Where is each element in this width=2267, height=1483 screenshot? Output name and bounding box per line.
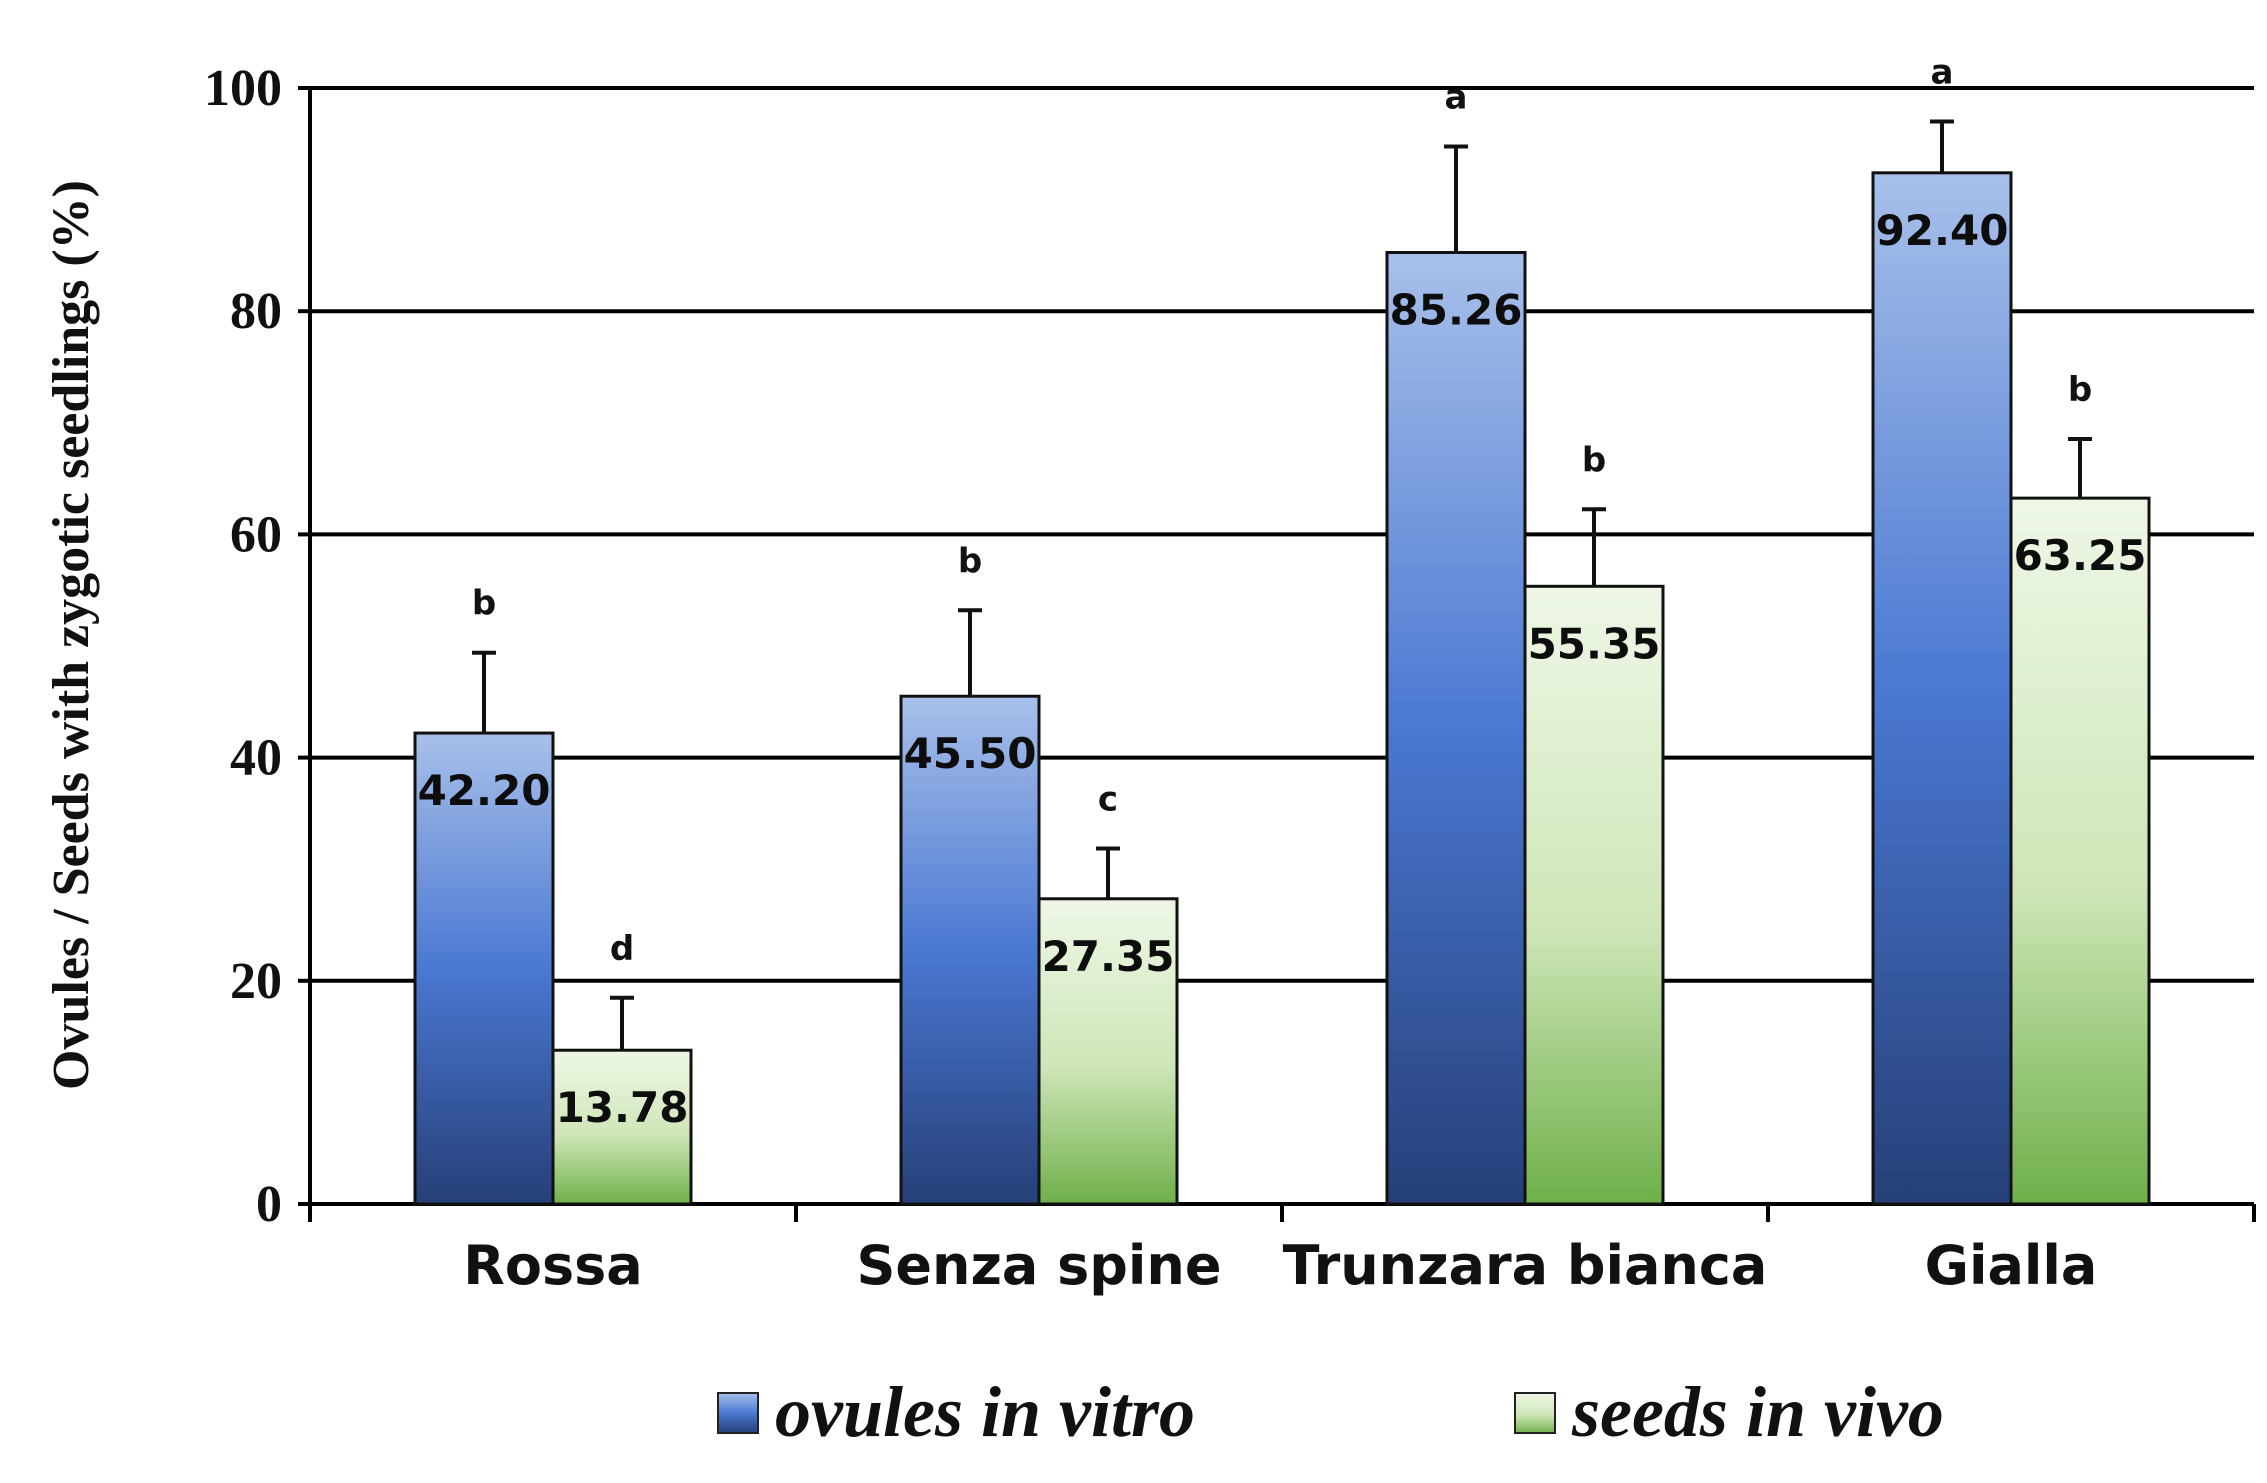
labels: 0 20 40 60 80 100 42.20 b 13.78 d Rossa 45.50 b 27.35… [204,52,2146,1297]
bar-seeds [2009,496,2151,1206]
legend-label-ovules: ovules in vitro [775,1372,1195,1452]
bar-seeds [551,1048,693,1206]
bar-seeds [1523,584,1665,1206]
value-label: 55.35 [1528,619,1661,668]
y-axis-title: Ovules / Seeds with zygotic seedlings (%… [43,180,100,1090]
bar-seeds [1037,897,1179,1206]
category-label: Senza spine [856,1234,1221,1297]
value-label: 85.26 [1390,285,1523,334]
value-label: 92.40 [1876,206,2009,255]
value-label: 45.50 [904,729,1037,778]
significance-letter: b [2068,370,2092,410]
y-tick-label: 100 [204,60,282,117]
y-tick-label: 80 [230,283,282,340]
significance-letter: b [1582,440,1606,480]
value-label: 63.25 [2014,531,2147,580]
y-tick-label: 0 [256,1176,282,1233]
category-label: Trunzara bianca [1283,1234,1768,1297]
category-label: Rossa [463,1234,642,1297]
y-tick-label: 60 [230,506,282,563]
legend: ovules in vitro seeds in vivo [717,1372,1944,1452]
y-tick-label: 40 [230,730,282,787]
legend-swatch-seeds [1514,1392,1556,1434]
legend-swatch-ovules [717,1392,759,1434]
bar-ovules [899,694,1041,1206]
value-label: 27.35 [1042,932,1175,981]
significance-letter: c [1098,780,1118,820]
significance-letter: b [472,584,496,624]
y-tick-label: 20 [230,953,282,1010]
value-label: 13.78 [556,1083,689,1132]
significance-letter: b [958,541,982,581]
significance-letter: a [1445,77,1468,117]
category-label: Gialla [1925,1234,2098,1297]
bar-ovules [1385,250,1527,1206]
bars [413,119,2151,1206]
bar-ovules [413,731,555,1206]
significance-letter: d [610,929,634,969]
significance-letter: a [1931,52,1954,92]
legend-label-seeds: seeds in vivo [1571,1372,1944,1452]
value-label: 42.20 [418,766,551,815]
bar-ovules [1871,171,2013,1206]
